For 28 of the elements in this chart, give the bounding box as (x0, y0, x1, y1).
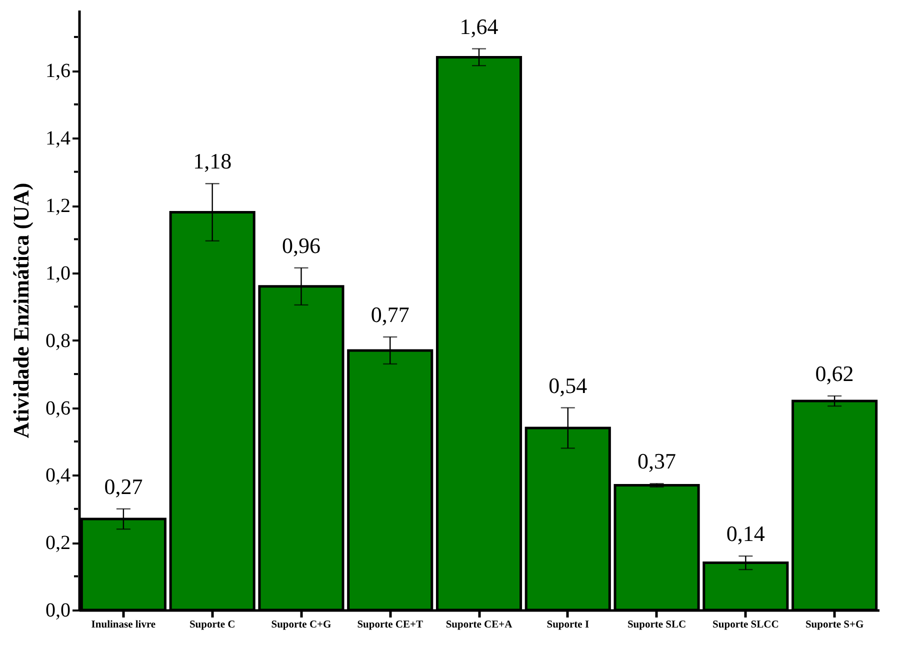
x-tick-label: Inulinase livre (91, 620, 156, 630)
y-tick-label: 0,0 (46, 600, 70, 622)
x-tick-label: Suporte SLC (627, 620, 686, 630)
y-tick-label: 1,4 (46, 128, 70, 150)
data-label: 0,77 (370, 302, 410, 327)
y-tick-label: 1,2 (46, 195, 70, 218)
y-tick-label: 0,4 (46, 464, 70, 487)
y-tick-label: 0,8 (46, 330, 70, 352)
data-label: 0,96 (282, 232, 320, 258)
x-tick-label: Suporte I (546, 620, 590, 630)
data-label: 1,18 (193, 148, 232, 174)
y-tick-label: 0,6 (46, 397, 70, 420)
data-label: 0,54 (548, 372, 588, 398)
data-label: 0,14 (726, 521, 765, 546)
y-tick-label: 1,6 (46, 60, 70, 82)
y-tick-label: 1,0 (46, 262, 70, 284)
x-tick-label: Suporte C+G (271, 620, 332, 630)
data-label: 0,37 (638, 448, 676, 474)
x-tick-label: Suporte CE+A (446, 620, 513, 630)
data-label: 1,64 (460, 14, 498, 39)
data-label: 0,62 (815, 360, 854, 386)
x-tick-label: Suporte SLCC (712, 620, 779, 630)
y-tick-label: 0,2 (46, 532, 70, 554)
x-tick-label: Suporte S+G (805, 620, 864, 630)
y-axis-title: Atividade Enzimática (UA) (8, 182, 34, 438)
x-tick-label: Suporte CE+T (357, 620, 424, 630)
data-label: 0,27 (104, 474, 143, 499)
x-tick-label: Suporte C (189, 620, 236, 630)
